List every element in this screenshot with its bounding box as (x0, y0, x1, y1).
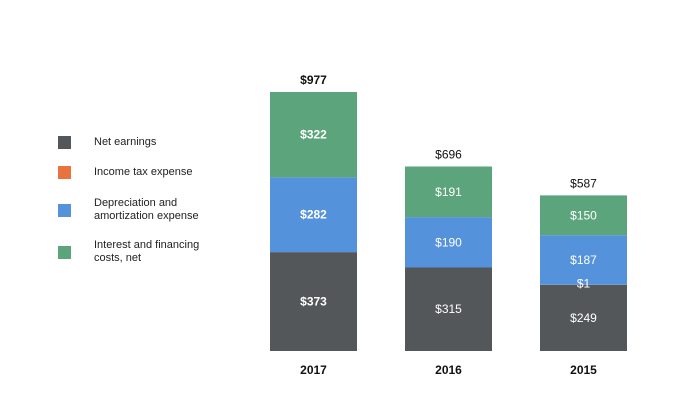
legend-label: Net earnings (94, 136, 157, 148)
segment-value-label: $322 (300, 128, 327, 142)
category-label: 2015 (570, 363, 597, 377)
segment-value-label: $282 (300, 208, 327, 222)
category-label: 2017 (300, 363, 327, 377)
bar-segment-2017-2 (270, 177, 357, 253)
chart-legend: Net earnings Income tax expense Deprecia… (58, 0, 258, 400)
segment-value-label: $187 (570, 253, 597, 267)
legend-swatch (58, 203, 71, 217)
segment-value-label: $1 (577, 277, 591, 291)
bar-segment-2016-3 (405, 166, 492, 218)
legend-swatch (58, 136, 71, 149)
legend-swatch (58, 245, 71, 259)
segment-value-label: $315 (435, 302, 462, 316)
legend-item-net-earnings: Net earnings (58, 136, 156, 149)
segment-value-label: $191 (435, 185, 462, 199)
bar-segment-2015-0 (540, 284, 627, 351)
total-value-label: $977 (300, 73, 327, 87)
total-value-label: $696 (435, 147, 462, 161)
legend-label: Income tax expense (94, 166, 193, 178)
bar-segment-2015-3 (540, 195, 627, 236)
segment-value-label: $150 (570, 208, 597, 222)
legend-item-income-tax-expense: Income tax expense (58, 166, 192, 179)
legend-label: Interest and financing costs, net (94, 239, 200, 264)
legend-swatch (58, 166, 71, 179)
bar-segment-2016-2 (405, 217, 492, 268)
segment-value-label: $190 (435, 235, 462, 249)
bar-segment-2015-2 (540, 235, 627, 285)
bar-segment-2017-3 (270, 92, 357, 178)
segment-value-label: $249 (570, 311, 597, 325)
legend-item-depreciation: Depreciation and amortization expense (58, 197, 199, 223)
segment-value-label: $373 (300, 295, 327, 309)
bar-segment-2016-0 (405, 267, 492, 351)
legend-item-interest-financing: Interest and financing costs, net (58, 239, 199, 265)
bar-segment-2017-0 (270, 252, 357, 351)
legend-label: Depreciation and amortization expense (94, 197, 199, 222)
total-value-label: $587 (570, 176, 597, 190)
category-label: 2016 (435, 363, 462, 377)
